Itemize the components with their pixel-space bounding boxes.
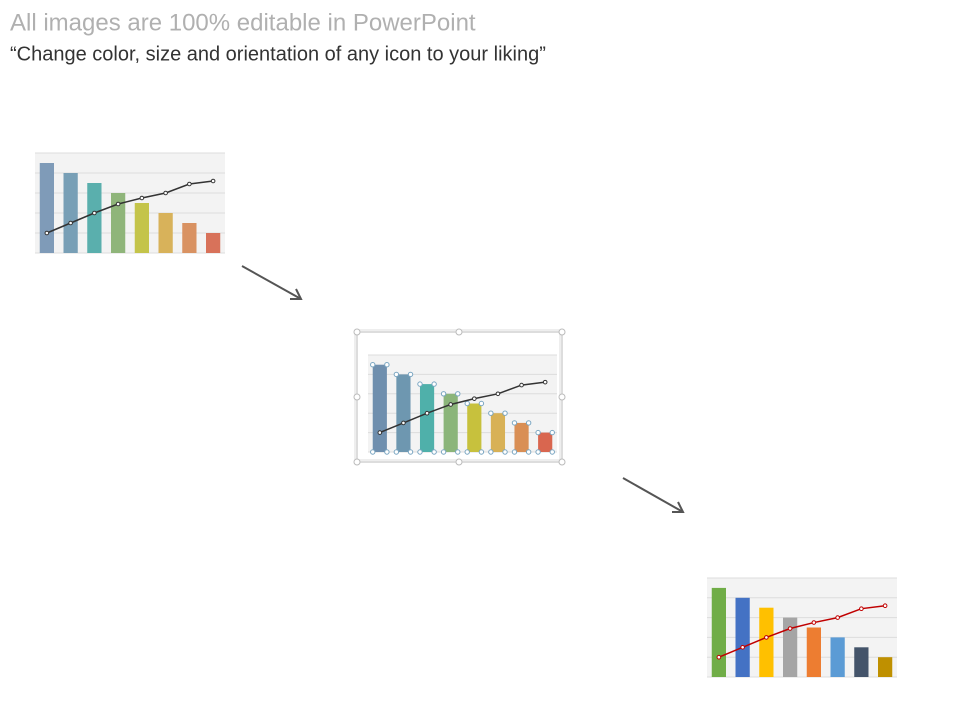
line-point bbox=[377, 430, 383, 435]
bar bbox=[87, 183, 102, 253]
bar bbox=[372, 364, 387, 452]
selection-handle bbox=[370, 362, 376, 368]
bar bbox=[735, 597, 750, 677]
selection-handle bbox=[431, 381, 437, 387]
title: All images are 100% editable in PowerPoi… bbox=[10, 9, 476, 36]
line-point bbox=[115, 201, 121, 207]
line-point bbox=[811, 620, 817, 625]
bar bbox=[111, 193, 126, 253]
line-point bbox=[859, 606, 864, 611]
bar bbox=[854, 647, 869, 677]
line-point bbox=[835, 615, 840, 620]
selection-handle bbox=[455, 391, 461, 397]
selection-handle bbox=[525, 420, 532, 426]
selection-handle bbox=[384, 362, 390, 368]
selection-handle bbox=[393, 449, 400, 455]
bar bbox=[711, 587, 726, 677]
line-point bbox=[495, 391, 501, 397]
selection-handle bbox=[464, 400, 470, 407]
bar bbox=[443, 393, 458, 452]
bar bbox=[206, 233, 221, 253]
line bbox=[379, 381, 546, 434]
line-point bbox=[519, 382, 524, 388]
line-point bbox=[787, 626, 793, 631]
line-point bbox=[424, 410, 430, 416]
line-point bbox=[716, 654, 722, 660]
selection-frame bbox=[353, 328, 566, 466]
line-point bbox=[187, 181, 192, 187]
selection-handle bbox=[549, 449, 555, 455]
selection-handle bbox=[440, 391, 447, 397]
selection-handle bbox=[488, 449, 494, 455]
selection-handle bbox=[417, 449, 423, 455]
selection-handle bbox=[511, 420, 518, 426]
bar bbox=[783, 617, 798, 677]
line-point bbox=[882, 603, 888, 609]
line-point bbox=[472, 396, 477, 401]
selection-handle bbox=[525, 449, 532, 455]
selection-handle bbox=[511, 449, 518, 455]
bar bbox=[396, 374, 411, 452]
line-point bbox=[92, 210, 97, 216]
bar bbox=[182, 223, 197, 253]
selection-handle bbox=[535, 429, 541, 436]
bar bbox=[878, 657, 893, 677]
selection-handle bbox=[502, 449, 508, 455]
selection-handle bbox=[478, 449, 485, 455]
line-point bbox=[401, 420, 406, 426]
line-point bbox=[740, 645, 745, 650]
selection-handle bbox=[464, 449, 470, 455]
arrow bbox=[622, 477, 685, 513]
selection-handle bbox=[407, 449, 414, 455]
bar bbox=[63, 173, 78, 253]
bar bbox=[759, 607, 774, 677]
selection-handle bbox=[370, 449, 376, 455]
line-point bbox=[163, 190, 168, 196]
selection-handle bbox=[407, 371, 414, 378]
selection-handle bbox=[455, 449, 461, 455]
bar bbox=[467, 403, 482, 452]
line-point bbox=[448, 402, 453, 407]
bar bbox=[490, 413, 506, 452]
line-point bbox=[68, 220, 73, 226]
arrow bbox=[241, 265, 303, 300]
bar bbox=[538, 432, 553, 452]
selection-handle bbox=[417, 381, 423, 387]
bar bbox=[514, 422, 529, 452]
selection-handle bbox=[502, 410, 508, 416]
line-point bbox=[210, 178, 216, 184]
bar bbox=[158, 213, 173, 253]
bar bbox=[806, 627, 821, 677]
subtitle: “Change color, size and orientation of a… bbox=[10, 43, 546, 65]
line-point bbox=[139, 195, 145, 201]
selection-handle bbox=[488, 410, 494, 416]
selection-handle bbox=[384, 449, 390, 455]
line-point bbox=[44, 230, 50, 236]
line bbox=[718, 604, 886, 658]
selection-handle bbox=[440, 449, 447, 455]
selection-handle bbox=[478, 400, 485, 407]
bar bbox=[134, 203, 149, 253]
selection-handle bbox=[549, 429, 555, 436]
bar bbox=[39, 163, 54, 253]
selection-handle bbox=[535, 449, 541, 455]
bar bbox=[830, 637, 845, 677]
selection-handle bbox=[393, 371, 400, 378]
selection-handle bbox=[431, 449, 437, 455]
bar bbox=[419, 384, 435, 452]
line-point bbox=[542, 379, 548, 385]
line-point bbox=[764, 635, 769, 640]
line bbox=[46, 180, 214, 234]
